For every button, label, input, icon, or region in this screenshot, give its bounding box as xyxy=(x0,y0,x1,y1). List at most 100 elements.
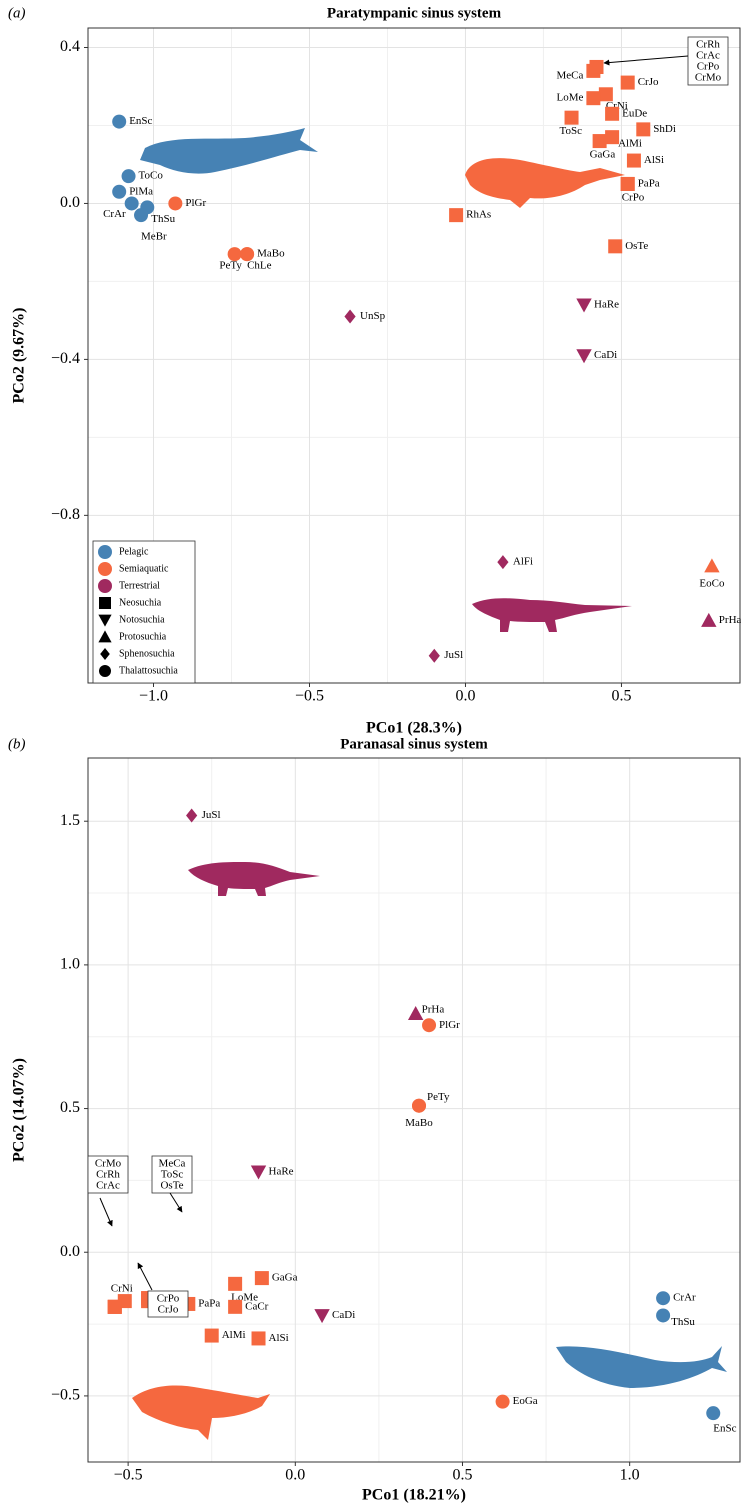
point xyxy=(422,1018,436,1032)
legend-label: Terrestrial xyxy=(119,580,160,591)
point xyxy=(228,1277,242,1291)
point xyxy=(605,107,619,121)
legend-label: Neosuchia xyxy=(119,597,162,608)
point xyxy=(605,130,619,144)
point-label: AlFi xyxy=(513,556,533,568)
y-tick-label: 1.5 xyxy=(60,812,80,829)
point-label: EnSc xyxy=(713,1423,736,1435)
point-label: LoMe xyxy=(556,92,583,104)
page: {"chart_data": [ {"type": "scatter", "pa… xyxy=(0,0,741,1506)
point xyxy=(636,122,650,136)
x-axis-title: PCo1 (28.3%) xyxy=(366,720,462,737)
legend-label: Notosuchia xyxy=(119,614,165,625)
point xyxy=(122,169,136,183)
y-axis-title: PCo2 (14.07%) xyxy=(11,1058,28,1162)
point xyxy=(627,154,641,168)
point xyxy=(449,208,463,222)
point-label: PeTy xyxy=(427,1091,450,1103)
x-tick-label: −0.5 xyxy=(295,688,324,705)
point-label: JuSl xyxy=(202,809,221,821)
callout-text: CrMo xyxy=(695,72,722,84)
point xyxy=(589,60,603,74)
point xyxy=(134,208,148,222)
x-tick-label: 1.0 xyxy=(620,1467,640,1484)
point xyxy=(706,1406,720,1420)
x-tick-label: 0.5 xyxy=(452,1467,472,1484)
point xyxy=(412,1099,426,1113)
callout-text: OsTe xyxy=(160,1180,183,1192)
legend-label: Protosuchia xyxy=(119,631,167,642)
point-label: CaCr xyxy=(245,1300,269,1312)
point-label: RhAs xyxy=(466,209,491,221)
point xyxy=(252,1331,266,1345)
legend-marker xyxy=(98,562,112,576)
point-label: CaDi xyxy=(594,349,617,361)
point-label: HaRe xyxy=(269,1165,294,1177)
point xyxy=(228,1300,242,1314)
point-label: ToSc xyxy=(560,125,583,137)
figure: −1.0−0.50.00.5−0.8−0.40.00.4(a)Paratympa… xyxy=(0,0,741,1506)
point xyxy=(621,177,635,191)
point xyxy=(656,1291,670,1305)
point-label: UnSp xyxy=(360,310,386,322)
point xyxy=(108,1300,122,1314)
x-tick-label: −0.5 xyxy=(114,1467,143,1484)
legend-label: Pelagic xyxy=(119,546,149,557)
point-label: PlMa xyxy=(129,185,153,197)
point-label: PaPa xyxy=(638,177,660,189)
chart-title: Paranasal sinus system xyxy=(340,736,488,752)
point-label: GaGa xyxy=(590,149,616,161)
x-axis-title: PCo1 (18.21%) xyxy=(362,1487,466,1504)
point xyxy=(586,91,600,105)
callout-text: CrJo xyxy=(158,1304,179,1316)
point xyxy=(608,239,622,253)
legend-marker xyxy=(98,545,112,559)
point xyxy=(496,1395,510,1409)
point xyxy=(168,196,182,210)
point-label: EoGa xyxy=(513,1395,538,1407)
point-label: ThSu xyxy=(151,213,175,225)
point-label: ThSu xyxy=(671,1316,695,1328)
point-label: ChLe xyxy=(247,260,272,272)
point xyxy=(205,1329,219,1343)
point-label: HaRe xyxy=(594,298,619,310)
y-tick-label: 0.0 xyxy=(60,194,80,211)
point-label: PlGr xyxy=(439,1019,460,1031)
point-label: CrNi xyxy=(111,1283,133,1295)
point xyxy=(593,134,607,148)
point-label: ToCo xyxy=(139,170,164,182)
panel-label: (b) xyxy=(8,736,26,752)
point-label: EnSc xyxy=(129,115,152,127)
legend-marker xyxy=(99,597,111,609)
point-label: PeTy xyxy=(219,260,242,272)
y-tick-label: 0.4 xyxy=(60,38,80,55)
point-label: CaDi xyxy=(332,1309,355,1321)
panel-label: (a) xyxy=(8,5,26,21)
point-label: AlSi xyxy=(269,1332,289,1344)
point-label: CrPo xyxy=(622,191,645,203)
point-label: PrHa xyxy=(719,614,741,626)
point-label: MaBo xyxy=(257,248,285,260)
legend-label: Semiaquatic xyxy=(119,563,169,574)
point xyxy=(125,196,139,210)
point-label: EoCo xyxy=(699,578,725,590)
point-label: OsTe xyxy=(625,240,648,252)
legend-label: Sphenosuchia xyxy=(119,648,175,659)
legend-label: Thalattosuchia xyxy=(119,665,178,676)
y-tick-label: −0.5 xyxy=(51,1387,80,1404)
point-label: EuDe xyxy=(622,107,647,119)
point-label: CrAr xyxy=(673,1292,696,1304)
y-axis-title: PCo2 (9.67%) xyxy=(11,308,28,404)
point-label: ShDi xyxy=(653,123,676,135)
point-label: PrHa xyxy=(422,1003,445,1015)
legend-marker xyxy=(98,579,112,593)
point-label: GaGa xyxy=(272,1272,298,1284)
y-tick-label: −0.4 xyxy=(51,350,80,367)
point-label: AlSi xyxy=(644,154,664,166)
point xyxy=(656,1308,670,1322)
point xyxy=(565,111,579,125)
x-tick-label: 0.0 xyxy=(285,1467,305,1484)
point-label: PaPa xyxy=(198,1297,220,1309)
y-tick-label: −0.8 xyxy=(51,506,80,523)
point-label: MeCa xyxy=(556,69,583,81)
